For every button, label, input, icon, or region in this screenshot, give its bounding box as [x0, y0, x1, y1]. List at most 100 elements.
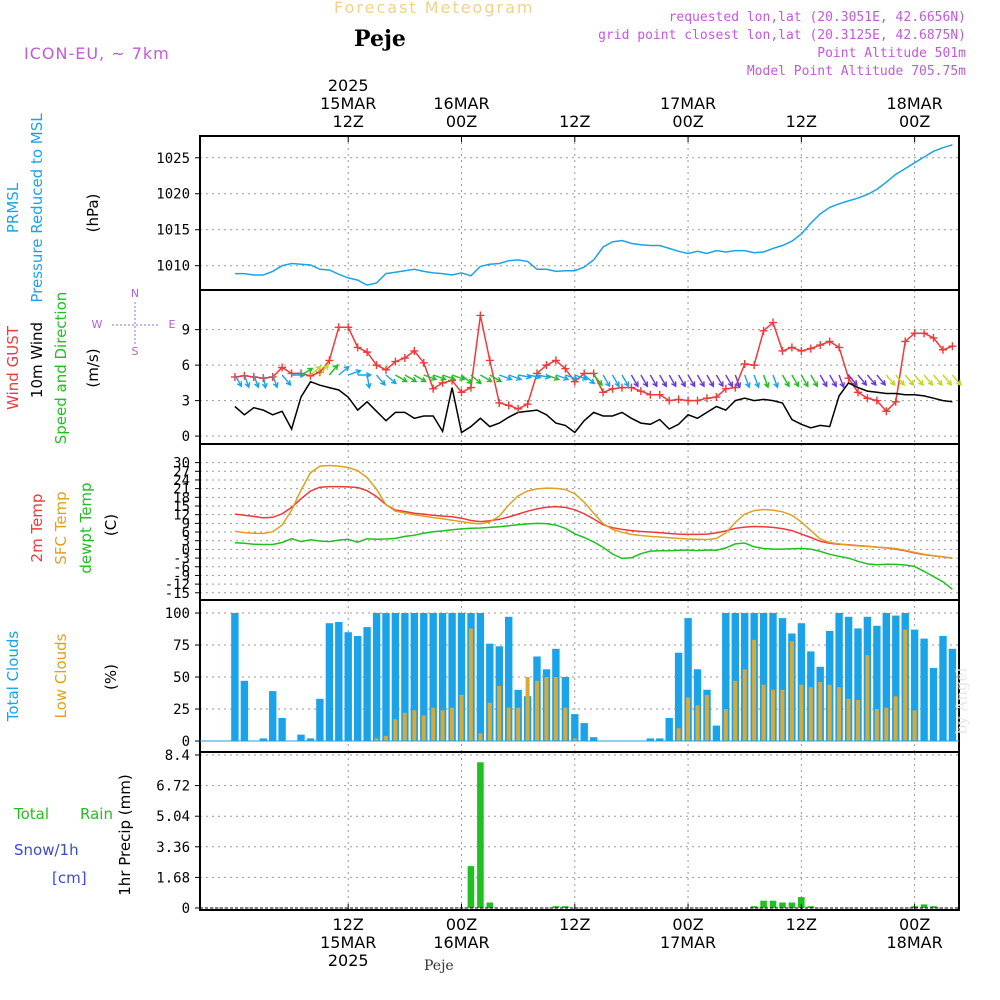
low-cloud-bar: [903, 629, 908, 741]
gust-marker: [665, 396, 674, 405]
gust-marker: [721, 384, 730, 393]
total-cloud-bar: [590, 737, 598, 741]
wind-arrow: [310, 365, 322, 376]
low-cloud-bar: [742, 669, 747, 741]
gust-marker: [287, 369, 296, 378]
time-label-bottom: 12Z: [333, 915, 364, 934]
wind-arrow: [253, 374, 260, 389]
gust-marker: [523, 400, 532, 409]
wind-arrow: [715, 374, 724, 388]
side-label: 10m Wind: [28, 322, 46, 398]
wind-arrow: [593, 374, 603, 387]
requested-coords: requested lon,lat (20.3051E, 42.6656N): [668, 10, 966, 25]
gust-marker: [787, 343, 796, 352]
side-label: (m/s): [84, 348, 102, 387]
total-cloud-bar: [372, 613, 381, 741]
total-cloud-bar: [278, 718, 286, 741]
rain-bar: [769, 900, 777, 908]
gust-marker: [476, 311, 485, 320]
compass-s: S: [132, 345, 139, 358]
time-label-top: 2025: [328, 76, 369, 95]
total-cloud-bar: [429, 613, 437, 741]
side-label: (hPa): [84, 194, 102, 233]
wind-arrow: [243, 374, 251, 389]
low-cloud-bar: [723, 709, 728, 741]
total-cloud-bar: [420, 613, 428, 741]
time-label-top: 12Z: [559, 112, 590, 131]
wind-arrow: [630, 374, 639, 388]
rain-bar: [930, 906, 937, 908]
y-tick-label: 1020: [156, 187, 190, 203]
total-cloud-bar: [580, 723, 588, 741]
total-cloud-bar: [457, 613, 466, 741]
gust-marker: [702, 394, 711, 403]
wind-arrow: [385, 374, 398, 385]
gust-marker: [740, 359, 749, 368]
time-label-top: 17MAR: [660, 94, 716, 113]
total-cloud-bar: [948, 648, 957, 741]
time-label-top: 15MAR: [320, 94, 376, 113]
wind-arrow: [365, 374, 372, 390]
side-label: Pressure Reduced to MSL: [28, 113, 46, 303]
wind-arrow: [555, 374, 570, 381]
low-cloud-bar: [506, 707, 511, 741]
time-label-top: 18MAR: [887, 94, 943, 113]
total-cloud-bar: [835, 613, 843, 741]
low-cloud-bar: [516, 707, 521, 741]
total-cloud-bar: [391, 613, 400, 741]
low-cloud-bar: [450, 707, 454, 741]
wind-arrow: [923, 374, 934, 387]
gust-marker: [391, 357, 400, 366]
low-cloud-bar: [733, 680, 738, 741]
total-cloud-bar: [684, 618, 692, 741]
low-cloud-bar: [393, 719, 398, 741]
low-cloud-bar: [402, 712, 407, 741]
series-line-wind-0: [234, 315, 953, 413]
y-tick-label: 3: [182, 534, 190, 550]
total-cloud-bar: [892, 615, 900, 741]
gust-marker: [646, 390, 655, 399]
low-cloud-bar: [412, 710, 417, 741]
low-cloud-bar: [421, 715, 426, 741]
wind-arrow: [772, 374, 779, 389]
wind-arrow: [404, 374, 418, 383]
time-label-bottom: 16MAR: [433, 933, 489, 952]
wind-arrow: [489, 374, 503, 383]
low-cloud-bar: [827, 684, 832, 741]
y-tick-label: 75: [173, 638, 190, 654]
low-cloud-bar: [497, 686, 502, 741]
total-cloud-bar: [382, 613, 390, 741]
gust-marker: [372, 361, 381, 370]
gust-marker: [608, 384, 617, 393]
low-cloud-bar: [799, 684, 804, 741]
rain-bar: [788, 902, 796, 908]
low-cloud-bar: [912, 710, 917, 741]
y-tick-label: 0: [182, 542, 190, 558]
series-line-temperature-1: [234, 464, 953, 560]
total-cloud-bar: [316, 698, 324, 741]
station-name: Peje: [354, 26, 406, 52]
time-label-bottom: 12Z: [559, 915, 590, 934]
low-cloud-bar: [837, 687, 842, 741]
time-label-top: 00Z: [446, 112, 477, 131]
y-tick-label: 1015: [156, 223, 190, 239]
time-label-top: 00Z: [899, 112, 930, 131]
wind-arrow: [649, 374, 658, 388]
y-tick-label: 30: [173, 456, 190, 472]
gust-marker: [514, 404, 523, 413]
panel-precip: 0 1.68 3.36 5.04 6.72 8.4: [156, 748, 960, 917]
gust-marker: [769, 318, 778, 327]
total-cloud-bar: [297, 734, 305, 741]
rain-bar: [760, 900, 767, 908]
gust-marker: [551, 356, 560, 365]
wind-arrow: [829, 374, 837, 388]
total-cloud-bar: [438, 613, 447, 741]
y-tick-label: 9: [182, 323, 190, 339]
y-tick-label: 5.04: [156, 809, 190, 825]
low-cloud-bar: [478, 733, 483, 741]
time-label-bottom: 00Z: [446, 915, 477, 934]
series-line-wind-1: [234, 380, 953, 434]
y-tick-label: 27: [173, 464, 190, 480]
wind-arrow: [942, 374, 953, 387]
total-cloud-bar: [665, 718, 673, 741]
